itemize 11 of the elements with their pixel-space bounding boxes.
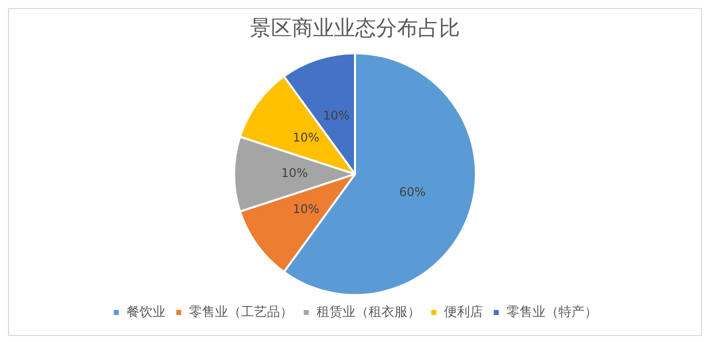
legend-label: 租赁业（租衣服） bbox=[316, 304, 420, 320]
data-label: 60% bbox=[399, 184, 426, 199]
chart-title: 景区商业业态分布占比 bbox=[250, 16, 460, 40]
data-label: 10% bbox=[292, 130, 320, 145]
legend-label: 便利店 bbox=[444, 304, 483, 320]
data-label: 10% bbox=[281, 166, 308, 180]
legend-label: 餐饮业 bbox=[126, 304, 166, 320]
data-label: 10% bbox=[292, 202, 320, 216]
legend-label: 零售业（特产） bbox=[506, 304, 598, 320]
legend-label: 零售业（工艺品） bbox=[188, 304, 293, 320]
data-label: 10% bbox=[322, 108, 350, 123]
